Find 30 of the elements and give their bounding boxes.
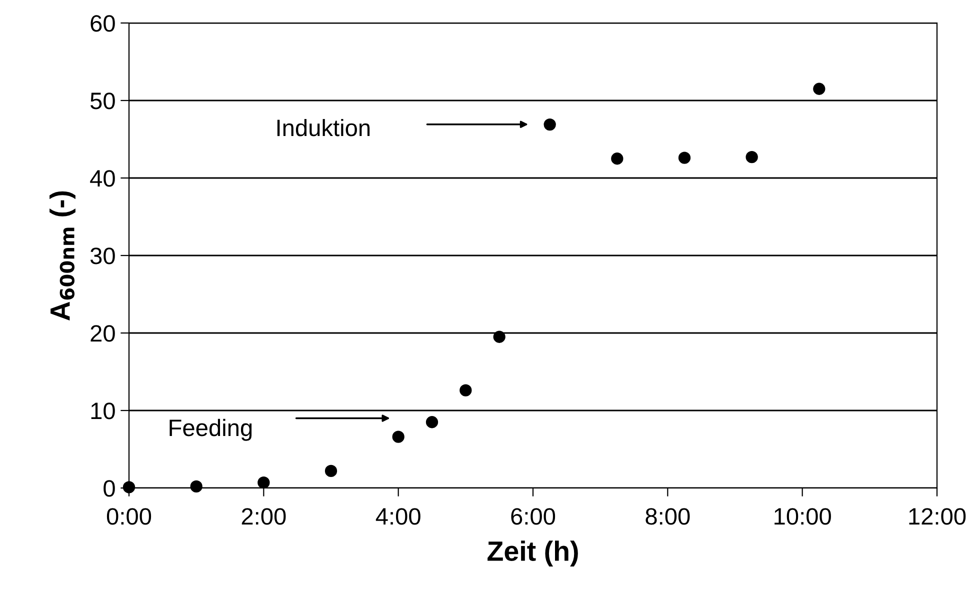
y-tick-label: 40 bbox=[90, 170, 115, 187]
annotation: Induktion bbox=[277, 118, 370, 136]
y-axis-title: A$_{600nm}$ (-) bbox=[50, 191, 76, 321]
point bbox=[611, 152, 624, 165]
point bbox=[746, 151, 758, 164]
x-tick-label: 10:00 bbox=[774, 508, 831, 525]
point bbox=[460, 384, 472, 396]
x-tick-label: 6:00 bbox=[511, 508, 556, 525]
point bbox=[493, 330, 506, 343]
x-tick-label: 8:00 bbox=[646, 508, 690, 525]
x-tick-label: 12:00 bbox=[909, 508, 966, 525]
point bbox=[392, 430, 404, 443]
x-tick-label: 0:00 bbox=[106, 508, 152, 525]
x-axis-title: Zeit (h) bbox=[488, 540, 578, 566]
point bbox=[324, 464, 338, 478]
x-tick-label: 2:00 bbox=[242, 508, 286, 525]
point bbox=[678, 152, 691, 164]
y-tick-label: 0 bbox=[104, 480, 115, 497]
point bbox=[190, 480, 202, 493]
point bbox=[426, 416, 438, 428]
point bbox=[258, 476, 270, 489]
x-tick-label: 4:00 bbox=[376, 508, 420, 525]
point bbox=[813, 82, 826, 95]
y-tick-label: 30 bbox=[90, 248, 115, 264]
y-tick-label: 20 bbox=[90, 325, 115, 342]
annotation: Feeding bbox=[170, 418, 252, 441]
point bbox=[544, 118, 556, 131]
y-tick-label: 60 bbox=[90, 15, 115, 32]
y-tick-label: 10 bbox=[91, 402, 115, 420]
y-tick-label: 50 bbox=[90, 92, 115, 110]
